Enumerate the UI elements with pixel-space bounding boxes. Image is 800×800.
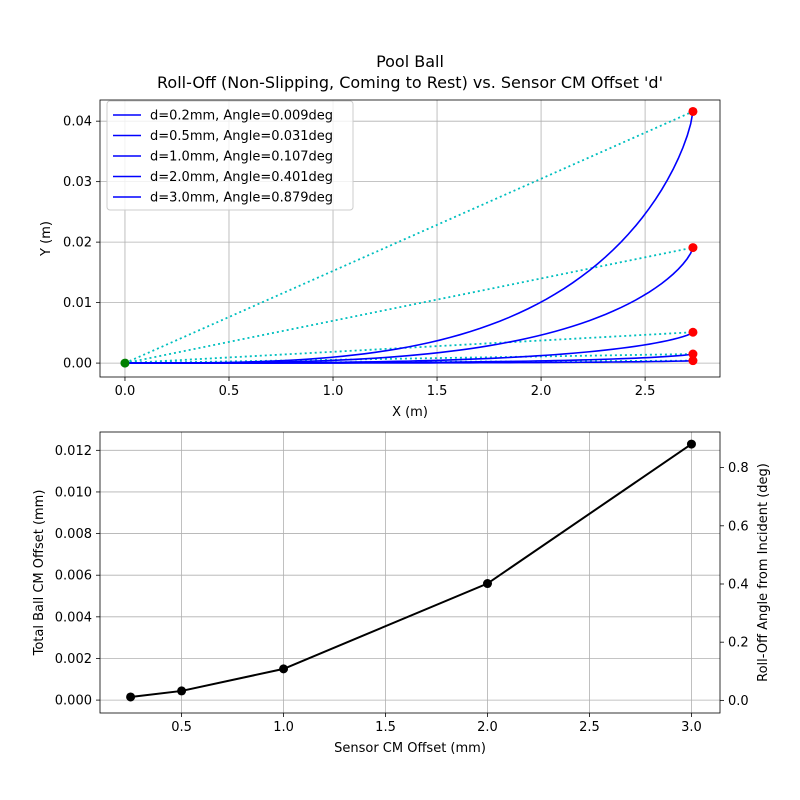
end-point-marker	[688, 356, 698, 366]
y-tick-label: 0.008	[55, 527, 92, 542]
y-tick-label: 0.002	[55, 652, 92, 667]
x-tick-label: 0.0	[115, 384, 136, 399]
chord-line	[124, 110, 694, 364]
y-tick-label: 0.04	[63, 115, 92, 130]
offset-point-marker	[126, 692, 136, 702]
trajectory-line	[124, 111, 694, 364]
y2-tick-label: 0.8	[728, 461, 749, 476]
y-tick-label: 0.00	[63, 357, 92, 372]
y2-tick-label: 0.0	[728, 694, 749, 709]
x-tick-label: 0.5	[171, 720, 192, 735]
legend-box	[106, 100, 354, 211]
x-tick-label: 1.5	[375, 720, 396, 735]
offset-point-marker	[483, 579, 492, 589]
y-tick-label: 0.006	[55, 569, 92, 584]
x-tick-label: 1.0	[323, 384, 344, 399]
x-tick-label: 2.0	[477, 720, 498, 735]
plot-frame	[99, 99, 721, 378]
legend-label: d=0.5mm, Angle=0.031deg	[150, 129, 333, 144]
chart-subtitle: Roll-Off (Non-Slipping, Coming to Rest) …	[157, 73, 663, 92]
legend-label: d=3.0mm, Angle=0.879deg	[150, 191, 333, 206]
x-axis-label: X (m)	[392, 405, 428, 420]
offset-point-marker	[686, 439, 696, 449]
y-tick-label: 0.000	[55, 694, 92, 709]
legend-label: d=0.2mm, Angle=0.009deg	[150, 109, 333, 124]
y2-axis-label: Roll-Off Angle from Incident (deg)	[756, 463, 771, 682]
x-tick-label: 0.5	[219, 384, 240, 399]
chart-title: Pool Ball	[376, 52, 444, 71]
x-tick-label: 3.0	[681, 720, 702, 735]
end-point-marker	[688, 327, 698, 337]
y-axis-label: Total Ball CM Offset (mm)	[32, 490, 47, 657]
offset-point-marker	[177, 686, 187, 696]
y2-tick-label: 0.6	[728, 519, 749, 534]
x-tick-label: 1.5	[427, 384, 448, 399]
offset-point-marker	[279, 664, 289, 674]
y-tick-label: 0.03	[63, 175, 92, 190]
x-tick-label: 2.5	[635, 384, 656, 399]
y-axis-label: Y (m)	[39, 221, 54, 257]
chord-line	[124, 246, 694, 364]
x-tick-label: 1.0	[273, 720, 294, 735]
end-point-marker	[688, 243, 698, 253]
y-tick-label: 0.01	[63, 296, 92, 311]
offset-line	[130, 443, 693, 698]
y-tick-label: 0.012	[55, 444, 92, 459]
y2-tick-label: 0.4	[728, 577, 749, 592]
y-tick-label: 0.004	[55, 610, 92, 625]
y-tick-label: 0.02	[63, 236, 92, 251]
x-tick-label: 2.0	[531, 384, 552, 399]
legend-label: d=1.0mm, Angle=0.107deg	[150, 150, 333, 165]
y2-tick-label: 0.2	[728, 636, 749, 651]
plot-frame	[99, 431, 721, 714]
legend-label: d=2.0mm, Angle=0.401deg	[150, 170, 333, 185]
x-tick-label: 2.5	[579, 720, 600, 735]
end-point-marker	[688, 349, 698, 359]
start-point-marker	[120, 358, 130, 368]
y-tick-label: 0.010	[55, 485, 92, 500]
x-axis-label: Sensor CM Offset (mm)	[334, 741, 486, 756]
end-point-marker	[688, 106, 698, 116]
